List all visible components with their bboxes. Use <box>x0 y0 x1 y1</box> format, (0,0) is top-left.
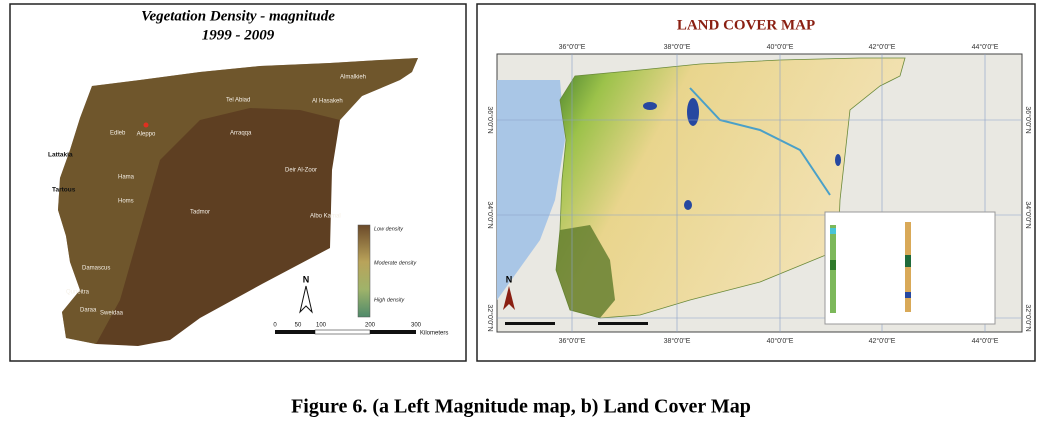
map-period: 1999 - 2009 <box>202 27 275 43</box>
longitude-label: 40°0'0"E <box>767 337 794 345</box>
aleppo-dot <box>143 122 149 128</box>
scale-label: 0 <box>273 323 277 329</box>
city-label: Albo Kamal <box>310 214 341 220</box>
north-arrow <box>299 285 313 314</box>
city-label: Al Hasakeh <box>312 99 343 105</box>
syria-land-cover <box>555 57 906 319</box>
latitude-label: 36°0'0"N <box>1024 106 1032 133</box>
latitude-label: 34°0'0"N <box>486 201 494 228</box>
euphrates <box>689 87 831 196</box>
city-label: Tel Abiad <box>226 98 250 104</box>
right-map: LAND COVER MAP N 36°0'0"E 38°0'0"E 40°0'… <box>476 3 1036 362</box>
latitude-label: 34°0'0"N <box>1024 201 1032 228</box>
scale-bar <box>314 329 371 335</box>
scale-bar <box>370 330 416 334</box>
sea <box>497 80 565 300</box>
north-label: N <box>303 274 310 284</box>
scale-label: 100 <box>316 323 327 329</box>
legend-label: Moderate density <box>374 260 417 266</box>
scale-bar <box>275 330 315 334</box>
scale-label: 300 <box>411 323 422 329</box>
city-label: Daraa <box>80 308 97 314</box>
legend-label: Low density <box>374 226 404 232</box>
city-label: Homs <box>118 199 134 205</box>
longitude-label: 38°0'0"E <box>664 43 691 51</box>
city-label: Sweidaa <box>100 311 124 317</box>
longitude-label: 44°0'0"E <box>972 337 999 345</box>
scale-bar <box>598 322 648 325</box>
longitude-label: 36°0'0"E <box>559 337 586 345</box>
vegetated-area <box>58 58 418 344</box>
city-label: Quneitra <box>66 290 90 296</box>
latitude-label: 32°0'0"N <box>1024 304 1032 331</box>
lake <box>643 102 657 110</box>
longitude-label: 38°0'0"E <box>664 337 691 345</box>
scale-label: 50 <box>295 323 302 329</box>
southwest-vegetation <box>556 225 615 318</box>
city-label: Hama <box>118 175 135 181</box>
left-map: Vegetation Density - magnitude 1999 - 20… <box>9 3 467 362</box>
city-label: Tadmor <box>190 210 210 216</box>
scale-label: Kilometers <box>420 331 448 337</box>
longitude-label: 42°0'0"E <box>869 337 896 345</box>
longitude-label: 40°0'0"E <box>767 43 794 51</box>
city-label: Almalkieh <box>340 75 366 81</box>
city-label: Arraqqa <box>230 131 252 137</box>
city-label: Deir Al-Zoor <box>285 168 317 174</box>
lake <box>687 98 699 126</box>
figure-caption: Figure 6. (a Left Magnitude map, b) Land… <box>291 396 751 418</box>
city-label: Damascus <box>82 266 110 272</box>
city-label: Edleb <box>110 131 126 137</box>
longitude-label: 44°0'0"E <box>972 43 999 51</box>
north-label: N <box>506 274 513 284</box>
map-title: LAND COVER MAP <box>677 17 815 33</box>
lake <box>835 154 841 166</box>
scale-bar <box>505 322 555 325</box>
longitude-label: 36°0'0"E <box>559 43 586 51</box>
map-title: Vegetation Density - magnitude <box>141 8 335 24</box>
lake <box>684 200 692 210</box>
city-label: Aleppo <box>137 132 156 138</box>
legend-label: High density <box>374 297 406 303</box>
latitude-label: 36°0'0"N <box>486 106 494 133</box>
legend-swatches <box>830 222 911 313</box>
scale-label: 200 <box>365 323 376 329</box>
north-arrow <box>503 286 515 310</box>
city-label: Lattakia <box>48 152 73 159</box>
longitude-label: 42°0'0"E <box>869 43 896 51</box>
city-label: Tartous <box>52 187 76 194</box>
latitude-label: 32°0'0"N <box>486 304 494 331</box>
legend-ramp <box>357 224 371 318</box>
